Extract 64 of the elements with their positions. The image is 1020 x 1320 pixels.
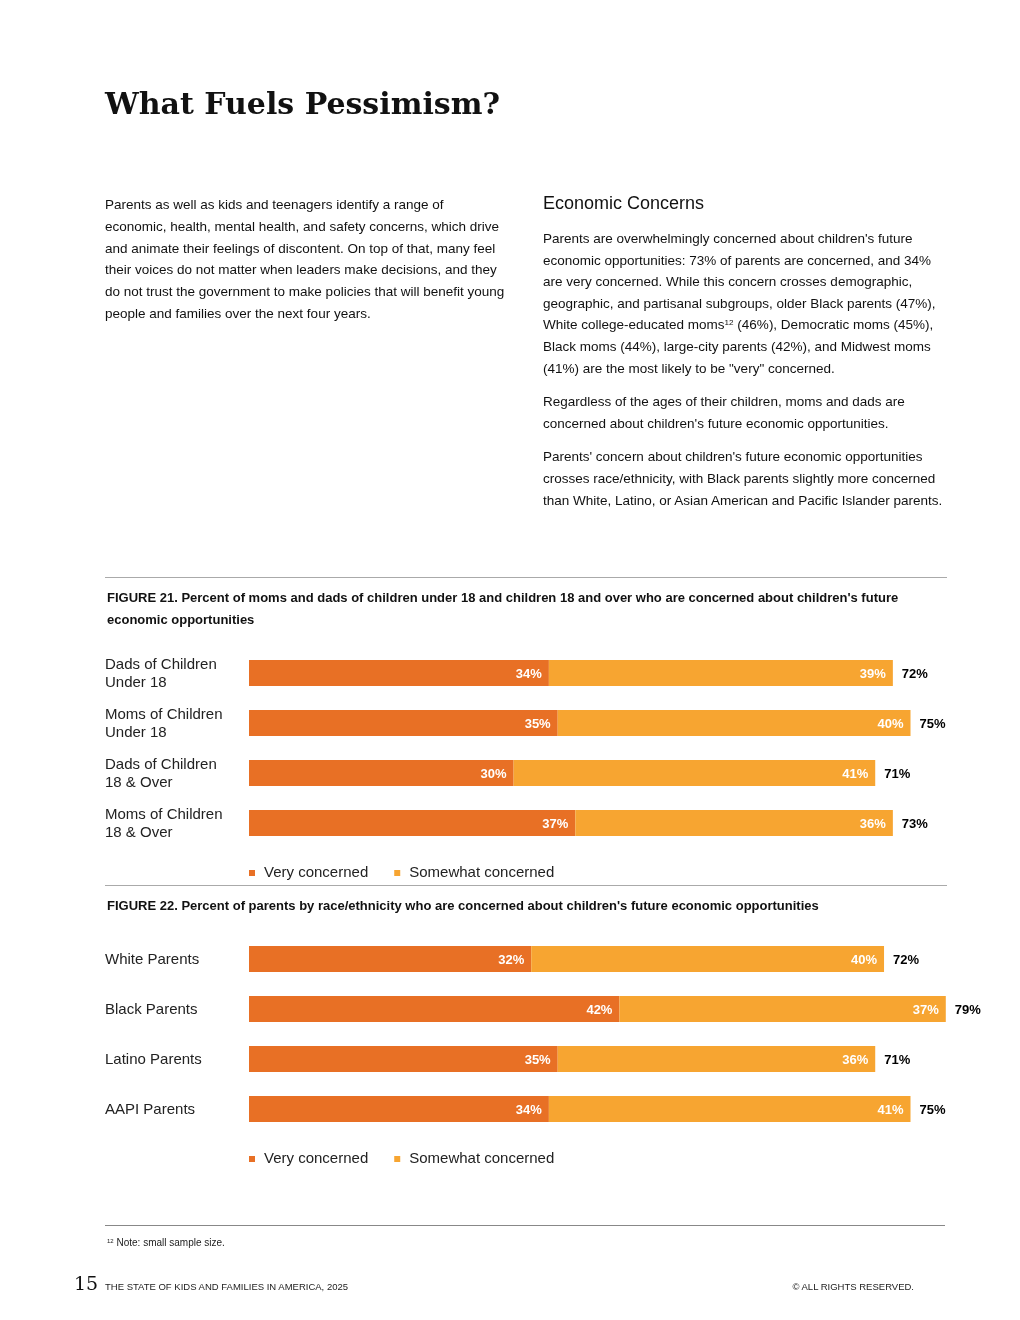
data-label: 35% (524, 1052, 552, 1067)
legend-label: Very concerned (264, 1149, 369, 1166)
bar (249, 710, 558, 736)
data-label: 42% (586, 1002, 613, 1017)
data-label: 41% (842, 766, 869, 781)
total-label: 72% (893, 952, 920, 967)
bar (557, 1046, 876, 1072)
total-label: 73% (901, 816, 929, 831)
data-label: 34% (515, 1102, 543, 1117)
text: Regardless of the ages of their children, moms and dads are concerned about children's future economic opportunities. (543, 394, 905, 431)
text: Parents as well as kids and teenagers identify a range of economic, health, mental health, and safety concerns, which drive and animate their feelings of discontent. On top of that, many feel their voices do not matter when leaders make decisions, and they do not trust the government to make policies that will benefit young people and families over the next four years. (105, 197, 505, 321)
y-tick-label: White Parents (105, 950, 200, 967)
y-tick-label: Black Parents (105, 1000, 198, 1017)
y-tick-label: Dads of Children 18 & Over (105, 755, 217, 790)
bar (249, 946, 532, 972)
text: 15 (74, 1272, 99, 1294)
total-label: 71% (884, 1052, 911, 1067)
chart-title: FIGURE 21. Percent of moms and dads of children under 18 and children 18 and over who are concerned about children's future economic opportunities (107, 590, 899, 627)
bar (548, 660, 893, 686)
y-tick-label: Dads of Children Under 18 (105, 655, 217, 690)
bar (575, 810, 893, 836)
text: © ALL RIGHTS RESERVED. (792, 1281, 914, 1292)
total-label: 75% (919, 716, 946, 731)
total-label: 72% (901, 666, 929, 681)
data-label: 34% (515, 666, 543, 681)
text: Economic Concerns (543, 193, 705, 213)
chart-title: FIGURE 22. Percent of parents by race/ethnicity who are concerned about children's future economic opportunities (107, 898, 819, 913)
text: What Fuels Pessimism? (104, 86, 501, 121)
y-tick-label: Moms of Children Under 18 (105, 705, 223, 740)
total-label: 79% (954, 1002, 982, 1017)
text: Parents' concern about children's future economic opportunities crosses race/ethnicity, with Black parents slightly more concerned than White, Latino, or Asian American and Pacific Islander parents. (543, 449, 943, 508)
y-tick-label: AAPI Parents (105, 1100, 196, 1117)
data-label: 37% (542, 816, 569, 831)
data-label: 40% (851, 952, 878, 967)
data-label: 39% (859, 666, 887, 681)
legend-label: Very concerned (264, 863, 369, 880)
bar (249, 660, 549, 686)
bar (249, 760, 514, 786)
text: Parents are overwhelmingly concerned about children's future economic opportunities: 73% of parents are concerned, and 34% are very concerned. While this concern crosses demographic, geographic, and partisanal subgroups, older Black parents (47%), White college-educated moms$^{12}$ (46%), Democratic moms (45%), Black moms (44%), large-city parents (42%), and Midwest moms (41%) are the most likely to be "very" concerned. (543, 231, 936, 376)
data-label: 30% (480, 766, 508, 781)
data-label: 36% (859, 816, 887, 831)
legend-label: Somewhat concerned (409, 863, 555, 880)
y-tick-label: Latino Parents (105, 1050, 202, 1067)
text: THE STATE OF KIDS AND FAMILIES IN AMERICA, 2025 (105, 1281, 349, 1292)
bar (548, 1096, 911, 1122)
bar (249, 996, 620, 1022)
y-tick-label: Moms of Children 18 & Over (105, 805, 223, 840)
total-label: 71% (884, 766, 911, 781)
bar (619, 996, 946, 1022)
data-label: 35% (524, 716, 552, 731)
data-label: 32% (498, 952, 525, 967)
data-label: 40% (877, 716, 904, 731)
data-label: 41% (877, 1102, 904, 1117)
bar (249, 1096, 549, 1122)
legend-label: Somewhat concerned (409, 1149, 555, 1166)
bar (531, 946, 885, 972)
text: $^{12}$ Note: small sample size. (107, 1237, 225, 1248)
data-label: 36% (842, 1052, 869, 1067)
bar (249, 810, 576, 836)
data-label: 37% (912, 1002, 940, 1017)
total-label: 75% (919, 1102, 946, 1117)
bar (513, 760, 876, 786)
bar (557, 710, 911, 736)
bar (249, 1046, 558, 1072)
